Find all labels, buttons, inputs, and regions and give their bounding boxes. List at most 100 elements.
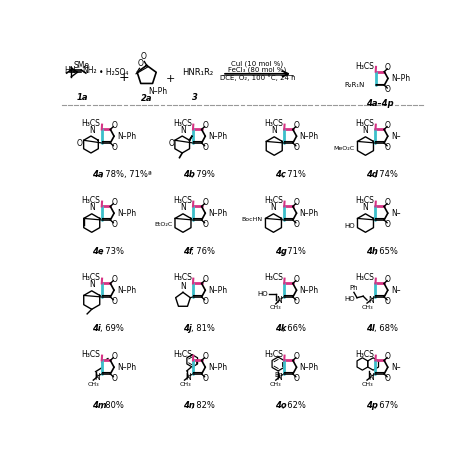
Polygon shape: [284, 360, 297, 374]
Text: 1a: 1a: [76, 93, 88, 102]
Text: H₃CS: H₃CS: [173, 273, 192, 283]
Text: HO: HO: [345, 223, 356, 229]
Text: , 73%: , 73%: [100, 247, 124, 256]
Text: HO: HO: [345, 295, 356, 301]
Text: HNR₁R₂: HNR₁R₂: [182, 68, 213, 77]
Text: N: N: [180, 282, 186, 291]
Text: 3: 3: [192, 93, 198, 102]
Text: O: O: [293, 198, 300, 207]
Text: O: O: [293, 352, 300, 361]
Polygon shape: [193, 129, 205, 143]
Text: , 66%: , 66%: [283, 324, 306, 333]
Text: 4e: 4e: [92, 247, 104, 256]
Text: O: O: [111, 220, 117, 229]
Text: O: O: [293, 120, 300, 129]
Polygon shape: [84, 291, 100, 310]
Text: O: O: [385, 220, 391, 229]
Text: FeCl₃ (80 mol %): FeCl₃ (80 mol %): [228, 67, 287, 73]
Polygon shape: [189, 136, 192, 140]
Text: O: O: [385, 120, 391, 129]
Text: Ph: Ph: [188, 357, 196, 363]
Text: O: O: [111, 352, 117, 361]
Text: , 78%, 71%ª: , 78%, 71%ª: [100, 170, 152, 179]
Text: H₃CS: H₃CS: [356, 119, 374, 128]
Text: CH₃: CH₃: [361, 305, 373, 310]
Text: N: N: [94, 373, 100, 382]
Text: N: N: [271, 126, 277, 135]
Text: O: O: [202, 198, 208, 207]
Text: N: N: [180, 126, 186, 135]
Text: N–Ph: N–Ph: [117, 363, 136, 372]
Text: N–Ph: N–Ph: [300, 132, 319, 141]
Text: 4o: 4o: [275, 401, 286, 410]
Text: O: O: [293, 143, 300, 152]
Polygon shape: [376, 72, 388, 85]
Text: , 71%: , 71%: [283, 247, 306, 256]
Text: N–Ph: N–Ph: [148, 87, 167, 96]
Text: R₂R₁N: R₂R₁N: [345, 82, 365, 88]
Text: O: O: [202, 274, 208, 283]
Text: , 62%: , 62%: [283, 401, 306, 410]
Text: NH₂: NH₂: [82, 66, 97, 75]
Polygon shape: [176, 292, 190, 306]
Text: N: N: [277, 373, 283, 382]
Text: , 76%: , 76%: [191, 247, 215, 256]
Text: N–: N–: [391, 132, 401, 141]
Text: BocHN: BocHN: [242, 218, 263, 222]
Polygon shape: [357, 358, 368, 370]
Text: 4i: 4i: [92, 324, 101, 333]
Text: , 81%: , 81%: [191, 324, 215, 333]
Text: O: O: [202, 352, 208, 361]
Text: N–Ph: N–Ph: [209, 363, 228, 372]
Polygon shape: [375, 206, 388, 220]
Polygon shape: [375, 360, 388, 374]
Text: 4c: 4c: [275, 170, 285, 179]
Text: 4k: 4k: [275, 324, 286, 333]
Polygon shape: [375, 283, 388, 297]
Text: O: O: [77, 139, 82, 148]
Text: O: O: [111, 374, 117, 383]
Text: CH₃: CH₃: [361, 383, 373, 387]
Text: N: N: [368, 296, 374, 305]
Text: N–Ph: N–Ph: [391, 74, 410, 83]
Text: , 65%: , 65%: [374, 247, 398, 256]
Text: O: O: [385, 143, 391, 152]
Polygon shape: [102, 283, 114, 297]
Text: 4m: 4m: [92, 401, 107, 410]
Text: Ph: Ph: [350, 285, 358, 291]
Text: N–: N–: [391, 209, 401, 218]
Text: CH₃: CH₃: [270, 383, 282, 387]
Polygon shape: [83, 136, 98, 153]
Polygon shape: [102, 129, 114, 143]
Text: HO: HO: [257, 291, 268, 297]
Text: N–: N–: [391, 286, 401, 295]
Text: HN: HN: [64, 66, 76, 75]
Text: H₃CS: H₃CS: [173, 350, 192, 359]
Polygon shape: [272, 357, 284, 371]
Polygon shape: [284, 129, 297, 143]
Text: 4d: 4d: [366, 170, 378, 179]
Text: 4f: 4f: [183, 247, 193, 256]
Polygon shape: [284, 206, 297, 220]
Text: N–Ph: N–Ph: [300, 286, 319, 295]
Text: N: N: [271, 203, 276, 212]
Text: 4b: 4b: [183, 170, 195, 179]
Text: N: N: [89, 126, 95, 135]
Text: H₃CS: H₃CS: [356, 196, 374, 205]
Text: O: O: [111, 143, 117, 152]
Text: 4p: 4p: [366, 401, 378, 410]
Polygon shape: [137, 65, 156, 83]
Text: O: O: [202, 297, 208, 306]
Polygon shape: [84, 214, 100, 232]
Text: O: O: [293, 297, 300, 306]
Text: O: O: [141, 52, 146, 61]
Text: H₃CS: H₃CS: [264, 273, 283, 283]
Text: N: N: [368, 373, 374, 382]
Text: H₃CS: H₃CS: [173, 196, 192, 205]
Text: H₃CS: H₃CS: [82, 273, 100, 283]
Text: 4a–4p: 4a–4p: [366, 99, 394, 108]
Text: CH₃: CH₃: [270, 305, 282, 310]
Text: H₃CS: H₃CS: [356, 350, 374, 359]
Text: +: +: [166, 74, 175, 84]
Text: CH₃: CH₃: [88, 382, 99, 387]
